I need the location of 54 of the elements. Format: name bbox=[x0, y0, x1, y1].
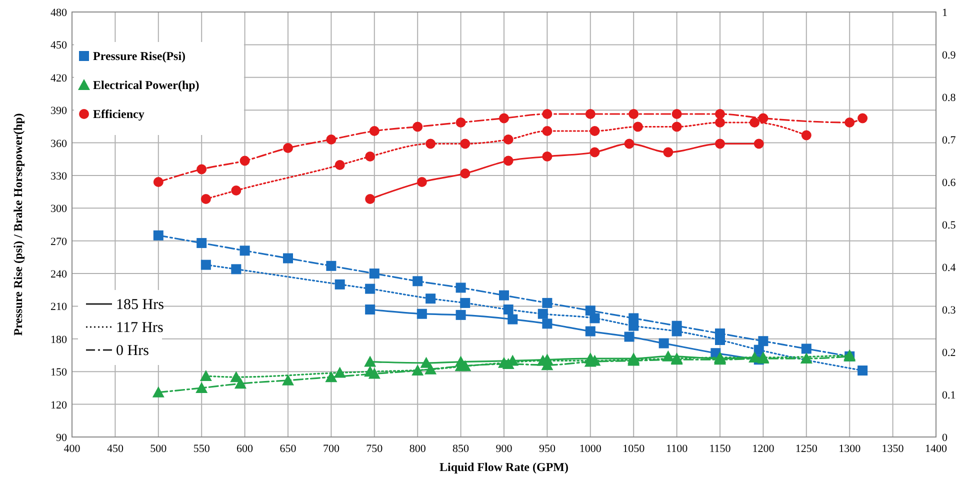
y-tick-label: 240 bbox=[50, 268, 68, 281]
y-tick-label: 270 bbox=[50, 236, 68, 248]
y-tick-label: 210 bbox=[50, 301, 68, 314]
y-tick-label: 360 bbox=[50, 138, 68, 150]
y-tick-label: 450 bbox=[50, 40, 68, 52]
y2-tick-label: 0.8 bbox=[942, 92, 956, 104]
x-tick-label: 950 bbox=[538, 443, 556, 455]
y2-tick-label: 0.7 bbox=[942, 134, 956, 146]
legend-label: Electrical Power(hp) bbox=[93, 78, 200, 92]
y2-tick-label: 0 bbox=[942, 432, 948, 444]
x-tick-label: 850 bbox=[452, 443, 470, 455]
y-tick-label: 180 bbox=[50, 334, 68, 346]
y-tick-label: 120 bbox=[50, 399, 68, 412]
x-tick-label: 1300 bbox=[838, 443, 862, 455]
annotation: 117 Hrs bbox=[116, 320, 164, 336]
y2-tick-label: 0.5 bbox=[942, 220, 956, 232]
x-tick-label: 650 bbox=[280, 443, 297, 455]
x-tick-label: 450 bbox=[106, 443, 124, 455]
x-tick-label: 1400 bbox=[925, 443, 948, 455]
x-tick-label: 550 bbox=[193, 443, 210, 455]
x-tick-label: 1100 bbox=[666, 443, 688, 455]
y2-tick-label: 0.2 bbox=[942, 347, 956, 359]
y-tick-label: 390 bbox=[50, 105, 68, 118]
y-tick-label: 330 bbox=[50, 170, 68, 182]
x-tick-label: 600 bbox=[236, 443, 254, 455]
x-tick-label: 1150 bbox=[709, 443, 732, 455]
y2-tick-label: 0.6 bbox=[942, 177, 956, 189]
y2-tick-label: 0.1 bbox=[942, 390, 956, 402]
legend-label: Pressure Rise(Psi) bbox=[93, 49, 186, 63]
annotation: 185 Hrs bbox=[116, 297, 164, 313]
x-tick-label: 400 bbox=[64, 443, 81, 455]
x-axis-title: Liquid Flow Rate (GPM) bbox=[440, 460, 568, 474]
annotation: 0 Hrs bbox=[116, 343, 150, 359]
x-tick-label: 700 bbox=[322, 443, 340, 455]
y-tick-label: 420 bbox=[50, 72, 68, 84]
x-tick-label: 1350 bbox=[882, 443, 904, 455]
legend-label: Efficiency bbox=[93, 107, 144, 121]
y-tick-label: 150 bbox=[50, 366, 68, 379]
y-tick-label: 300 bbox=[50, 203, 68, 216]
y-tick-label: 480 bbox=[50, 7, 68, 19]
x-tick-label: 1000 bbox=[579, 443, 602, 455]
x-tick-label: 800 bbox=[409, 443, 426, 455]
y-tick-label: 90 bbox=[56, 432, 68, 444]
y2-tick-label: 0.3 bbox=[942, 304, 956, 316]
x-tick-label: 900 bbox=[496, 443, 513, 455]
x-tick-label: 1200 bbox=[752, 443, 775, 455]
x-tick-label: 750 bbox=[366, 443, 384, 455]
y2-tick-label: 1 bbox=[942, 7, 948, 19]
x-tick-label: 1250 bbox=[795, 443, 818, 455]
y2-tick-label: 0.9 bbox=[942, 50, 956, 62]
x-tick-label: 1050 bbox=[622, 443, 646, 455]
y-axis-title: Pressure Rise (psi) / Brake Horsepower(hp) bbox=[11, 113, 25, 336]
x-tick-label: 500 bbox=[150, 443, 168, 455]
y2-tick-label: 0.4 bbox=[942, 262, 956, 274]
